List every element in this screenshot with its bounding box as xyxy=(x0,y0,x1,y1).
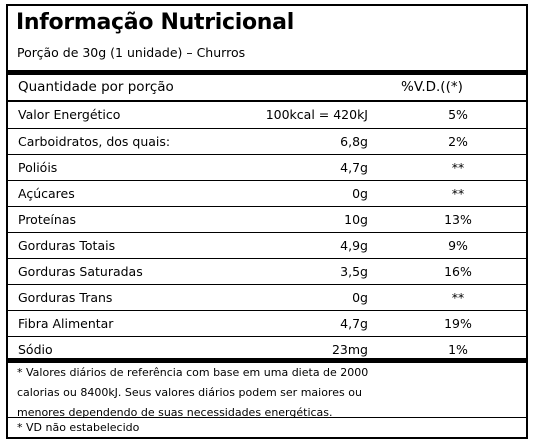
row-quantity: 4,7g xyxy=(340,316,368,331)
row-name: Gorduras Saturadas xyxy=(18,264,143,279)
row-divider xyxy=(8,232,526,233)
row-name: Carboidratos, dos quais: xyxy=(18,134,171,149)
table-row: Açúcares 0g ** xyxy=(8,181,526,207)
footnote-line: calorias ou 8400kJ. Seus valores diários… xyxy=(17,386,362,399)
table-row: Gorduras Trans 0g ** xyxy=(8,285,526,311)
portion-text: Porção de 30g (1 unidade) – Churros xyxy=(17,45,246,60)
table-row: Valor Energético 100kcal = 420kJ 5% xyxy=(8,102,526,128)
row-divider xyxy=(8,206,526,207)
row-divider xyxy=(8,284,526,285)
row-divider xyxy=(8,180,526,181)
table-row: Gorduras Totais 4,9g 9% xyxy=(8,233,526,259)
row-quantity: 0g xyxy=(352,290,368,305)
row-name: Gorduras Trans xyxy=(18,290,113,305)
thick-divider-bottom xyxy=(8,358,526,363)
row-vd: 1% xyxy=(448,342,468,357)
nutrition-facts-table: Informação Nutricional Porção de 30g (1 … xyxy=(6,4,528,439)
row-name: Valor Energético xyxy=(18,107,121,122)
row-vd: ** xyxy=(451,186,465,201)
row-name: Polióis xyxy=(18,160,58,175)
row-divider xyxy=(8,258,526,259)
row-quantity: 0g xyxy=(352,186,368,201)
table-row: Fibra Alimentar 4,7g 19% xyxy=(8,311,526,337)
row-quantity: 4,9g xyxy=(340,238,368,253)
header-vd-label: %V.D.((*) xyxy=(401,79,463,95)
row-name: Gorduras Totais xyxy=(18,238,116,253)
row-quantity: 4,7g xyxy=(340,160,368,175)
footnote-line: * Valores diários de referência com base… xyxy=(17,366,369,379)
row-vd: 19% xyxy=(444,316,472,331)
row-divider xyxy=(8,128,526,129)
row-vd: 5% xyxy=(448,107,468,122)
row-divider xyxy=(8,310,526,311)
table-row: Sódio 23mg 1% xyxy=(8,337,526,363)
vd-note: * VD não estabelecido xyxy=(17,421,140,434)
row-vd: 16% xyxy=(444,264,472,279)
page-title: Informação Nutricional xyxy=(16,10,294,35)
row-quantity: 100kcal = 420kJ xyxy=(265,107,368,122)
header-quantity-label: Quantidade por porção xyxy=(18,79,174,95)
header-divider xyxy=(8,100,526,102)
row-quantity: 6,8g xyxy=(340,134,368,149)
row-vd: 9% xyxy=(448,238,468,253)
row-quantity: 23mg xyxy=(331,342,368,357)
footnote-line: menores dependendo de suas necessidades … xyxy=(17,406,333,419)
table-row: Proteínas 10g 13% xyxy=(8,207,526,233)
footnote-divider xyxy=(8,417,526,418)
row-name: Proteínas xyxy=(18,212,76,227)
row-vd: 13% xyxy=(444,212,472,227)
row-vd: ** xyxy=(451,160,465,175)
row-quantity: 10g xyxy=(344,212,368,227)
row-name: Açúcares xyxy=(18,186,75,201)
row-name: Fibra Alimentar xyxy=(18,316,114,331)
table-row: Polióis 4,7g ** xyxy=(8,155,526,181)
row-quantity: 3,5g xyxy=(340,264,368,279)
thick-divider-top xyxy=(8,70,526,75)
table-row: Gorduras Saturadas 3,5g 16% xyxy=(8,259,526,285)
row-name: Sódio xyxy=(18,342,53,357)
row-vd: 2% xyxy=(448,134,468,149)
row-vd: ** xyxy=(451,290,465,305)
table-row: Carboidratos, dos quais: 6,8g 2% xyxy=(8,129,526,155)
row-divider xyxy=(8,336,526,337)
row-divider xyxy=(8,154,526,155)
